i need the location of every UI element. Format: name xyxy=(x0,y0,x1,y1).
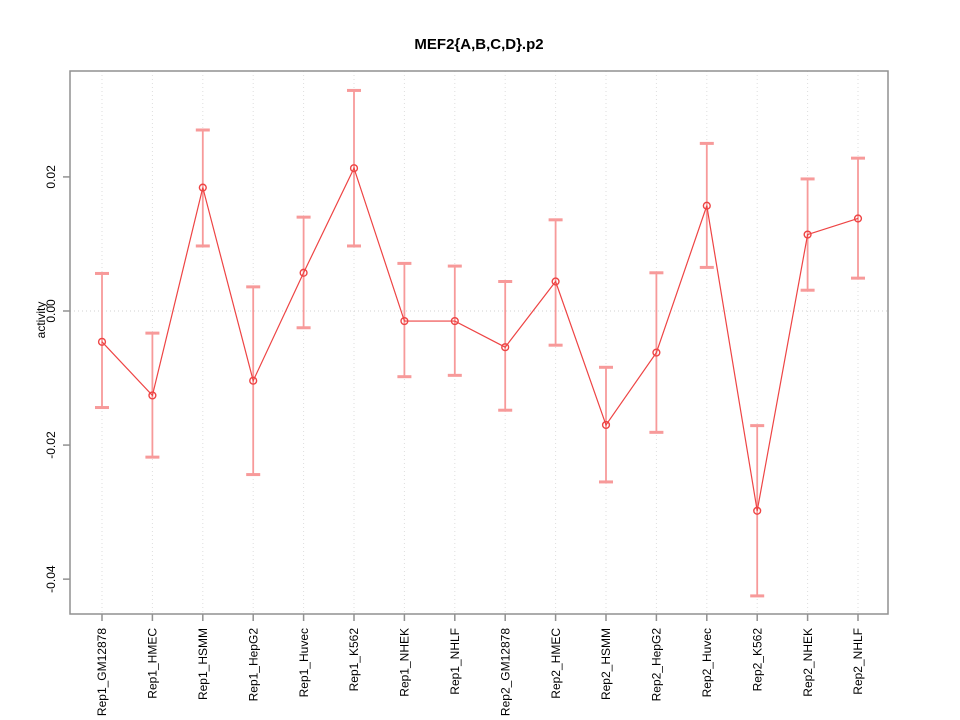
plot-frame xyxy=(69,70,889,615)
data-point-marker xyxy=(249,376,258,385)
x-tick-label: Rep1_GM12878 xyxy=(95,628,109,716)
data-point-marker xyxy=(652,348,661,357)
x-tick-label: Rep2_HMEC xyxy=(549,628,563,699)
x-tick-label: Rep1_NHLF xyxy=(448,628,462,695)
data-point-marker xyxy=(601,420,611,430)
data-point-marker xyxy=(702,201,711,210)
data-point-marker xyxy=(400,316,409,326)
x-tick-label: Rep2_Huvec xyxy=(700,628,714,697)
x-tick-label: Rep1_HepG2 xyxy=(246,628,260,702)
data-point-marker xyxy=(148,391,157,400)
y-tick-label: -0.02 xyxy=(44,431,58,459)
y-tick-label: 0.02 xyxy=(44,165,58,189)
x-tick-label: Rep1_NHEK xyxy=(398,628,412,697)
data-point-marker xyxy=(198,183,207,192)
x-tick-label: Rep1_HSMM xyxy=(196,628,210,700)
y-tick-label: -0.04 xyxy=(44,565,58,593)
data-point-marker xyxy=(551,277,560,286)
data-point-marker xyxy=(753,506,762,515)
series-line xyxy=(101,166,859,511)
data-point-marker xyxy=(97,337,107,346)
x-tick-label: Rep1_Huvec xyxy=(297,628,311,697)
x-tick-label: Rep2_NHLF xyxy=(851,628,865,695)
y-tick-label: 0.00 xyxy=(44,299,58,323)
data-point-marker xyxy=(299,268,308,277)
data-point-marker xyxy=(803,230,812,239)
data-point-marker xyxy=(450,316,459,326)
x-tick-label: Rep2_HSMM xyxy=(599,628,613,700)
data-point-marker xyxy=(853,214,863,223)
x-tick-label: Rep2_GM12878 xyxy=(498,628,512,716)
x-tick-label: Rep1_K562 xyxy=(347,628,361,692)
x-tick-label: Rep2_NHEK xyxy=(801,628,815,697)
x-tick-label: Rep1_HMEC xyxy=(146,628,160,699)
chart-title: MEF2{A,B,C,D}.p2 xyxy=(414,36,544,53)
x-tick-label: Rep2_K562 xyxy=(750,628,764,692)
x-tick-label: Rep2_HepG2 xyxy=(650,628,664,702)
data-point-marker xyxy=(349,164,359,173)
data-point-marker xyxy=(501,343,510,352)
